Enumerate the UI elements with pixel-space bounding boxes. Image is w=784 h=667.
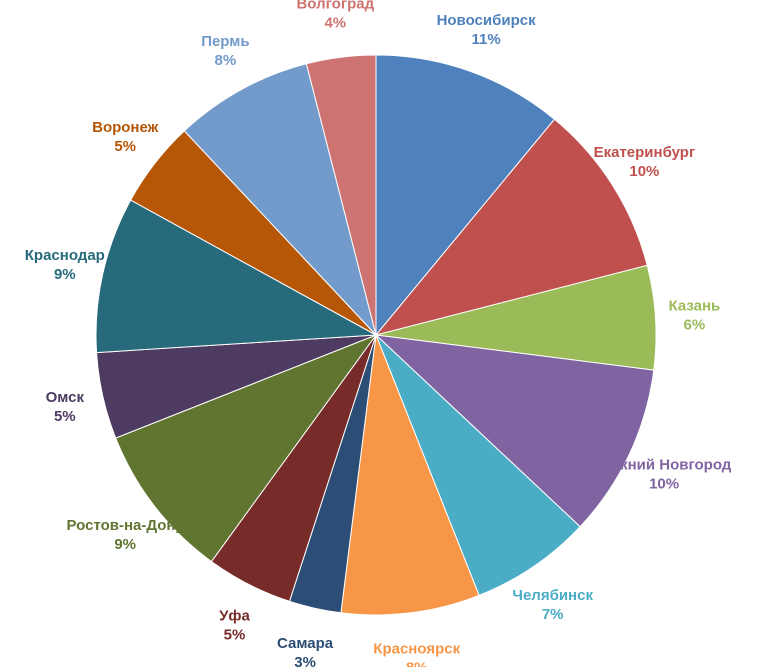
slice-label-1: Новосибирск 11% [437, 12, 537, 48]
pie-slice-13 [183, 63, 377, 336]
slice-label-7: Самара 3% [277, 635, 334, 667]
slice-label-name: Краснодар [25, 247, 105, 264]
slice-label-name: Нижний Новгород [597, 456, 732, 473]
slice-label-percent: 3% [294, 654, 316, 667]
slice-label-percent: 10% [649, 475, 679, 492]
slice-label-2: Екатеринбург 10% [594, 144, 696, 180]
slice-label-11: Краснодар 9% [25, 247, 105, 283]
slice-label-12: Воронеж 5% [92, 119, 159, 155]
slice-label-3: Казань 6% [669, 298, 721, 334]
slice-label-percent: 5% [114, 138, 136, 155]
slice-label-name: Красноярск [373, 640, 460, 657]
slice-label-4: Нижний Новгород 10% [597, 456, 732, 492]
slice-label-name: Челябинск [512, 587, 593, 604]
slice-label-percent: 5% [224, 627, 246, 644]
slice-label-name: Воронеж [92, 119, 159, 136]
slice-label-percent: 10% [629, 163, 659, 180]
slice-label-8: Уфа 5% [219, 608, 250, 644]
pie-slice-1 [375, 54, 556, 337]
slice-label-percent: 4% [324, 15, 346, 32]
slice-label-name: Волгоград [296, 0, 374, 13]
slice-label-13: Пермь 8% [201, 33, 249, 69]
slice-label-percent: 5% [54, 408, 76, 425]
labels-layer: Новосибирск 11% Екатеринбург 10% Казань 6% Ниж… [25, 0, 732, 667]
slice-label-percent: 9% [54, 266, 76, 283]
slice-label-percent: 7% [542, 606, 564, 623]
pie-slice-2 [374, 118, 648, 336]
pie-slice-6 [340, 334, 480, 616]
slice-label-percent: 8% [406, 659, 428, 667]
slice-label-name: Пермь [201, 33, 249, 50]
pie-slice-9 [115, 333, 378, 563]
slice-label-name: Самара [277, 635, 334, 652]
slice-label-name: Омск [46, 389, 85, 406]
pie-slice-11 [95, 199, 378, 354]
slice-label-name: Новосибирск [437, 12, 537, 29]
pie-slice-5 [375, 334, 581, 596]
slice-label-percent: 8% [215, 52, 237, 69]
slice-label-10: Омск 5% [46, 389, 85, 425]
slice-label-percent: 11% [471, 31, 500, 48]
slice-label-name: Ростов-на-Дону [67, 517, 185, 534]
slices-layer [95, 54, 657, 616]
slice-label-name: Уфа [219, 608, 250, 625]
pie-slice-4 [374, 334, 655, 528]
slice-label-percent: 9% [114, 536, 136, 553]
slice-label-6: Красноярск 8% [373, 640, 460, 667]
slice-label-name: Екатеринбург [594, 144, 696, 161]
slice-label-5: Челябинск 7% [512, 587, 593, 623]
slice-label-percent: 6% [684, 317, 706, 334]
slice-label-name: Казань [669, 298, 721, 315]
pie-slice-14 [305, 54, 377, 336]
slice-label-14: Волгоград 4% [296, 0, 374, 32]
slice-label-9: Ростов-на-Дону 9% [67, 517, 185, 553]
